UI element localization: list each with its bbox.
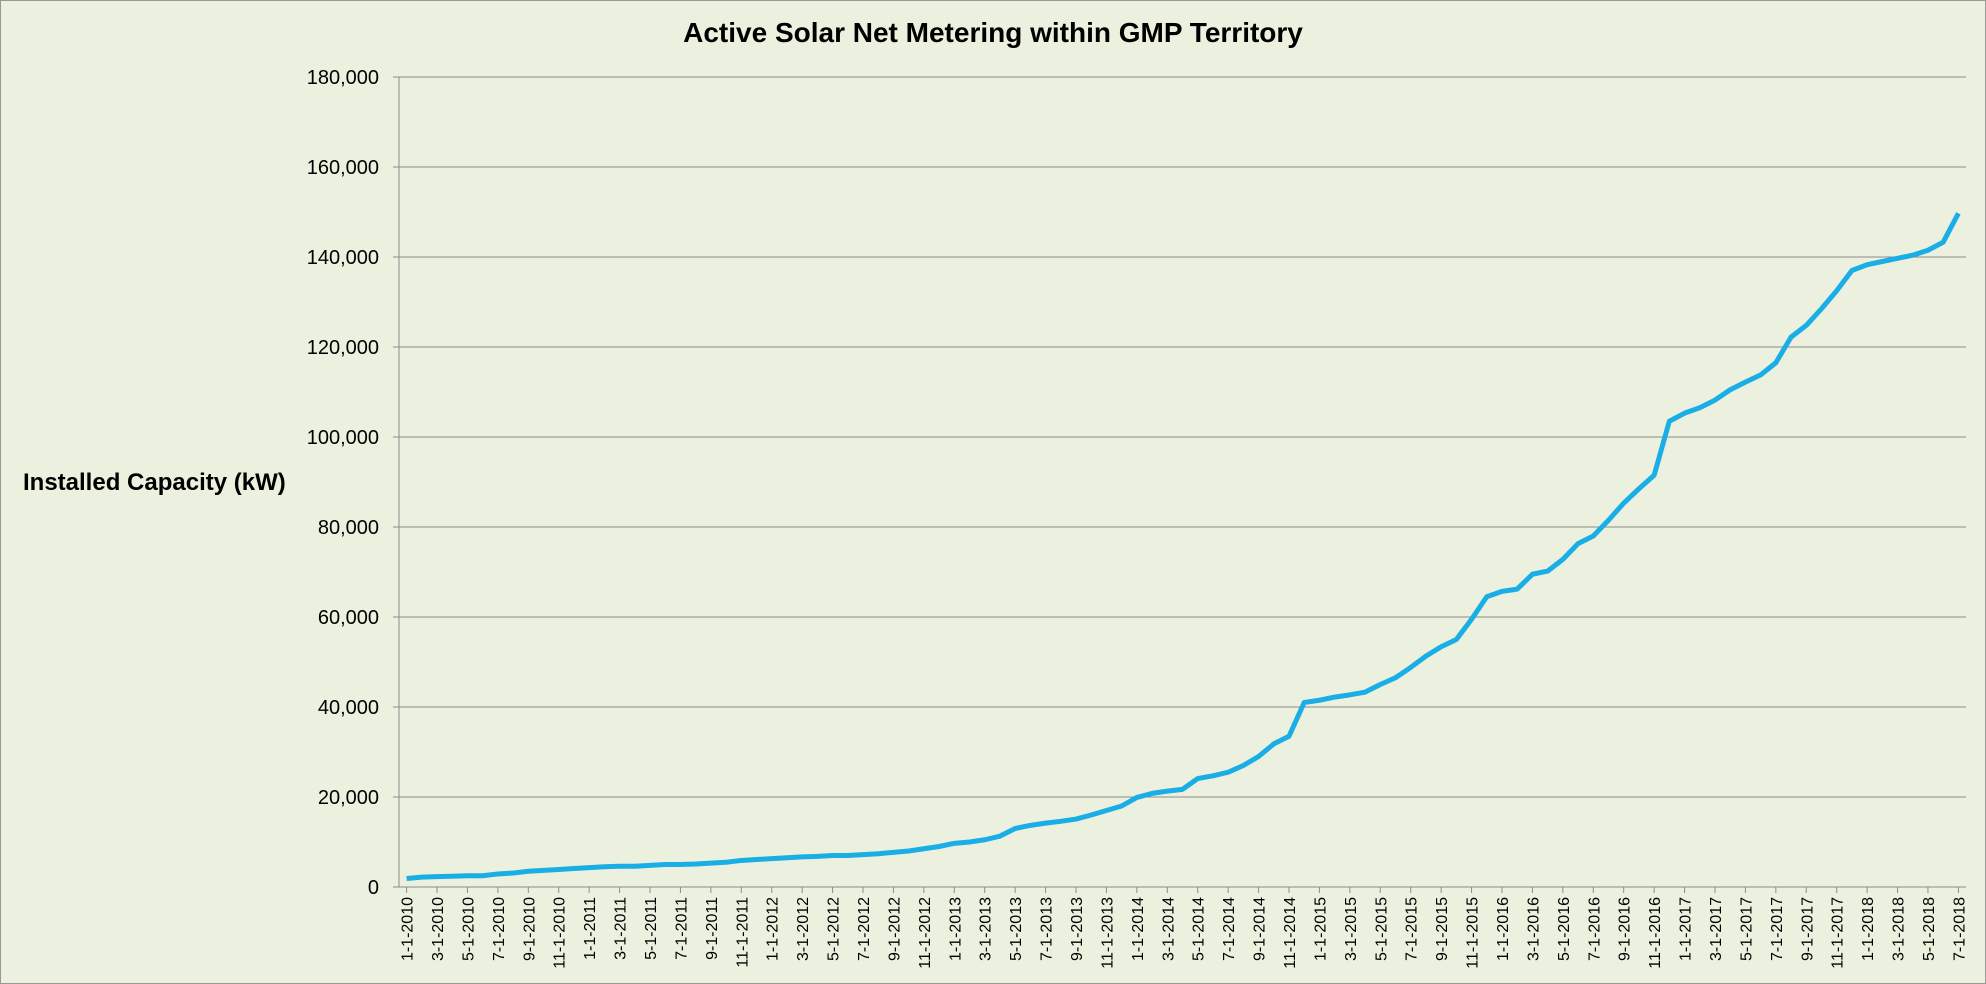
x-tick-label: 5-1-2015 bbox=[1373, 897, 1390, 961]
x-tick-label: 3-1-2015 bbox=[1343, 897, 1360, 961]
x-tick-label: 9-1-2016 bbox=[1617, 897, 1634, 961]
x-tick-label: 11-1-2014 bbox=[1282, 897, 1299, 969]
x-tick-label: 11-1-2017 bbox=[1830, 897, 1847, 969]
x-tick-label: 9-1-2011 bbox=[704, 897, 721, 960]
x-tick-label: 5-1-2014 bbox=[1191, 897, 1208, 961]
x-tick-label: 7-1-2018 bbox=[1951, 897, 1968, 961]
x-tick-label: 11-1-2010 bbox=[552, 897, 569, 969]
x-tick-label: 9-1-2013 bbox=[1069, 897, 1086, 961]
y-tick-label: 180,000 bbox=[307, 67, 379, 89]
x-tick-label: 9-1-2010 bbox=[521, 897, 538, 961]
x-tick-label: 7-1-2010 bbox=[491, 897, 508, 961]
x-tick-label: 5-1-2016 bbox=[1556, 897, 1573, 961]
x-tick-label: 7-1-2012 bbox=[856, 897, 873, 961]
x-tick-label: 9-1-2015 bbox=[1434, 897, 1451, 961]
x-tick-label: 3-1-2012 bbox=[795, 897, 812, 961]
x-tick-label: 1-1-2013 bbox=[947, 897, 964, 961]
y-tick-label: 20,000 bbox=[318, 787, 379, 809]
x-tick-label: 1-1-2012 bbox=[765, 897, 782, 961]
y-tick-label: 160,000 bbox=[307, 157, 379, 179]
x-tick-label: 9-1-2017 bbox=[1799, 897, 1816, 961]
y-axis-label: Installed Capacity (kW) bbox=[23, 469, 286, 496]
x-tick-label: 11-1-2012 bbox=[917, 897, 934, 969]
x-tick-label: 1-1-2018 bbox=[1860, 897, 1877, 961]
y-tick-label: 80,000 bbox=[318, 517, 379, 539]
x-tick-label: 11-1-2016 bbox=[1647, 897, 1664, 969]
x-tick-label: 5-1-2018 bbox=[1921, 897, 1938, 961]
x-tick-label: 5-1-2012 bbox=[826, 897, 843, 961]
y-tick-label: 60,000 bbox=[318, 607, 379, 629]
x-tick-label: 3-1-2016 bbox=[1525, 897, 1542, 961]
x-tick-label: 5-1-2011 bbox=[643, 897, 660, 960]
x-tick-label: 9-1-2012 bbox=[886, 897, 903, 961]
x-tick-label: 3-1-2017 bbox=[1708, 897, 1725, 961]
x-tick-label: 1-1-2016 bbox=[1495, 897, 1512, 961]
x-tick-label: 7-1-2014 bbox=[1221, 897, 1238, 961]
x-tick-label: 1-1-2014 bbox=[1130, 897, 1147, 961]
x-tick-label: 1-1-2010 bbox=[400, 897, 417, 961]
x-tick-label: 5-1-2010 bbox=[460, 897, 477, 961]
x-tick-label: 9-1-2014 bbox=[1252, 897, 1269, 961]
y-tick-label: 140,000 bbox=[307, 247, 379, 269]
x-tick-label: 7-1-2016 bbox=[1586, 897, 1603, 961]
chart-title: Active Solar Net Metering within GMP Ter… bbox=[683, 17, 1303, 48]
y-tick-label: 100,000 bbox=[307, 427, 379, 449]
x-tick-label: 11-1-2013 bbox=[1099, 897, 1116, 969]
x-tick-label: 3-1-2011 bbox=[613, 897, 630, 960]
x-tick-label: 5-1-2013 bbox=[1008, 897, 1025, 961]
y-tick-label: 120,000 bbox=[307, 337, 379, 359]
x-tick-label: 11-1-2015 bbox=[1465, 897, 1482, 969]
x-tick-label: 11-1-2011 bbox=[734, 897, 751, 968]
x-tick-label: 1-1-2017 bbox=[1678, 897, 1695, 961]
x-tick-label: 7-1-2017 bbox=[1769, 897, 1786, 961]
x-tick-label: 1-1-2011 bbox=[582, 897, 599, 960]
x-tick-label: 7-1-2015 bbox=[1404, 897, 1421, 961]
data-line bbox=[406, 212, 1961, 881]
x-tick-label: 3-1-2010 bbox=[430, 897, 447, 961]
y-tick-label: 40,000 bbox=[318, 697, 379, 719]
x-tick-label: 7-1-2013 bbox=[1039, 897, 1056, 961]
x-tick-label: 7-1-2011 bbox=[673, 897, 690, 960]
x-tick-label: 3-1-2013 bbox=[978, 897, 995, 961]
x-tick-label: 3-1-2018 bbox=[1891, 897, 1908, 961]
x-tick-label: 1-1-2015 bbox=[1312, 897, 1329, 961]
x-tick-label: 5-1-2017 bbox=[1738, 897, 1755, 961]
y-tick-label: 0 bbox=[368, 877, 379, 899]
x-tick-label: 3-1-2014 bbox=[1160, 897, 1177, 961]
